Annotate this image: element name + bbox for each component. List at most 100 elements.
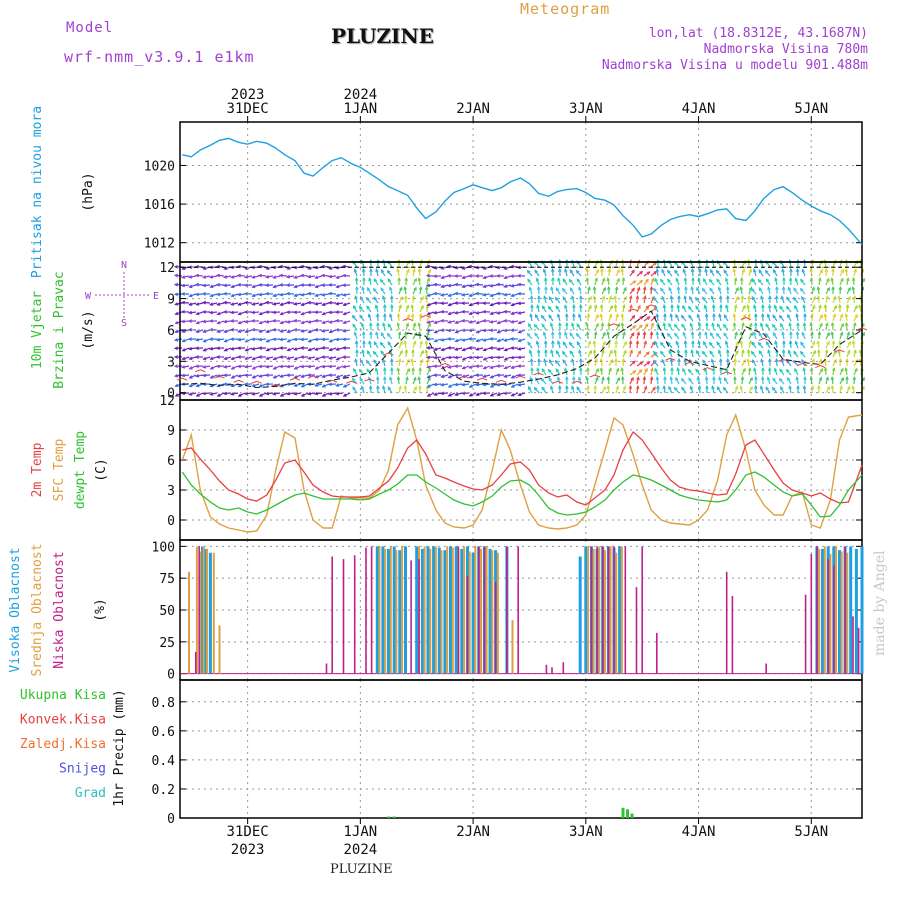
precip-bar	[392, 816, 396, 818]
gust-marker	[684, 361, 695, 365]
cloud-bar-niska-oblacnost	[596, 546, 598, 674]
cloud-bar-srednja-oblacnost	[199, 551, 202, 674]
precip-legend-item: Grad	[75, 786, 106, 801]
ytick-label-temperature: 0	[167, 514, 175, 529]
cloud-bar-niska-oblacnost	[370, 546, 373, 674]
gust-marker	[552, 380, 563, 384]
gust-marker	[571, 380, 582, 384]
cloud-bar-srednja-oblacnost	[195, 546, 198, 674]
cloud-bar-niska-oblacnost	[607, 546, 610, 674]
cloud-bar-visoka-oblacnost	[381, 546, 385, 674]
ylabel-temp-unit: (C)	[94, 458, 109, 481]
precip-legend-item: Zaledj.Kisa	[20, 737, 106, 752]
series-temperature-sfc-temp	[181, 406, 863, 533]
ytick-label-cloud: 100	[152, 540, 175, 555]
year-label-top: 2024	[344, 87, 378, 103]
cloud-bar-srednja-oblacnost	[434, 546, 437, 674]
ylabel-mid-cloud: Srednja Oblacnost	[30, 543, 45, 676]
cloud-bar-niska-oblacnost	[545, 664, 548, 674]
gust-marker	[364, 378, 375, 382]
cloud-bar-visoka-oblacnost	[387, 548, 390, 674]
cloud-bar-niska-oblacnost	[483, 546, 486, 674]
ytick-label-precipitation: 0	[167, 812, 175, 827]
cloud-bar-niska-oblacnost	[656, 632, 658, 674]
gust-marker	[665, 357, 676, 361]
cloud-bar-niska-oblacnost	[725, 571, 728, 674]
credit-text: made by Angel	[872, 550, 888, 656]
cloud-bar-visoka-oblacnost	[404, 546, 407, 674]
chart-subtitle: Meteogram	[520, 0, 611, 18]
gust-marker	[834, 349, 845, 353]
gust-marker	[608, 323, 620, 327]
gust-marker	[496, 379, 507, 383]
cloud-bar-niska-oblacnost	[466, 575, 469, 674]
ytick-label-precipitation: 0.2	[152, 783, 175, 798]
cloud-bar-visoka-oblacnost	[415, 546, 419, 674]
gust-marker	[233, 379, 244, 383]
cloud-bar-niska-oblacnost	[365, 547, 367, 674]
panel-frame-temperature	[179, 399, 863, 541]
cloud-bar-visoka-oblacnost	[426, 546, 430, 674]
day-label-top: 4JAN	[682, 101, 716, 117]
ylabel-high-cloud: Visoka Oblacnost	[8, 547, 23, 672]
cloud-bar-srednja-oblacnost	[389, 546, 392, 674]
ylabel-wind-unit: (m/s)	[81, 310, 96, 349]
model-label: Model	[66, 20, 114, 36]
ylabel-precip: 1hr Precip (mm)	[112, 689, 127, 806]
ylabel-low-cloud: Niska Oblacnost	[52, 551, 67, 668]
ytick-label-pressure: 1012	[144, 237, 175, 252]
precip-legend-item: Konvek.Kisa	[20, 713, 106, 728]
series-pressure-0	[182, 137, 863, 246]
model-name: wrf-nmm_v3.9.1 e1km	[64, 48, 255, 66]
series-wind-speed	[182, 310, 863, 389]
cloud-bar-niska-oblacnost	[624, 546, 627, 674]
cloud-bar-srednja-oblacnost	[587, 546, 590, 674]
ytick-label-precipitation: 0.8	[152, 696, 175, 711]
ytick-label-cloud: 75	[159, 572, 175, 587]
cloud-bar-srednja-oblacnost	[206, 548, 209, 674]
day-label-top: 31DEC	[227, 101, 269, 117]
cloud-bar-srednja-oblacnost	[615, 552, 618, 674]
gust-marker	[721, 371, 732, 375]
cloud-bar-visoka-oblacnost	[584, 546, 588, 674]
gust-marker	[346, 380, 357, 384]
ylabel-temp2m: 2m Temp	[30, 442, 45, 497]
gust-marker	[214, 375, 225, 379]
ytick-label-pressure: 1016	[144, 198, 175, 213]
ytick-label-wind: 12	[159, 261, 175, 276]
gust-marker	[856, 327, 868, 331]
year-label-bottom: 2023	[231, 842, 265, 858]
cloud-bar-srednja-oblacnost	[468, 551, 471, 674]
cloud-bar-srednja-oblacnost	[592, 548, 595, 674]
day-label-top: 1JAN	[344, 101, 378, 117]
cloud-bar-srednja-oblacnost	[429, 548, 432, 674]
cloud-bar-niska-oblacnost	[844, 546, 846, 674]
cloud-bar-srednja-oblacnost	[401, 546, 404, 674]
cloud-bar-visoka-oblacnost	[578, 556, 582, 674]
ylabel-dewpt: dewpt Temp	[73, 431, 88, 509]
cloud-bar-niska-oblacnost	[827, 559, 829, 674]
gust-marker	[589, 374, 601, 378]
cloud-bar-visoka-oblacnost	[443, 550, 447, 674]
year-label-top: 2023	[231, 87, 265, 103]
cloud-bar-niska-oblacnost	[198, 546, 200, 674]
day-label-top: 2JAN	[456, 101, 490, 117]
model-elevation: Nadmorska Visina u modelu 901.488m	[601, 58, 868, 73]
precip-bar	[387, 816, 390, 818]
cloud-bar-srednja-oblacnost	[446, 546, 449, 674]
credit-watermark: made by Angel	[872, 550, 888, 656]
cloud-bar-visoka-oblacnost	[460, 548, 464, 674]
ytick-label-temperature: 6	[167, 454, 175, 469]
ylabel-sfc-temp: SFC Temp	[52, 439, 67, 502]
gust-marker	[646, 304, 657, 308]
chart-title: PLUZINE	[331, 24, 434, 48]
gust-marker	[740, 316, 752, 320]
cloud-bar-visoka-oblacnost	[849, 546, 853, 674]
cloud-bar-srednja-oblacnost	[395, 550, 398, 674]
wind-compass: N W E S	[85, 260, 159, 329]
gust-marker	[702, 367, 713, 371]
ytick-label-temperature: 9	[167, 424, 175, 439]
cloud-bar-srednja-oblacnost	[823, 546, 826, 674]
